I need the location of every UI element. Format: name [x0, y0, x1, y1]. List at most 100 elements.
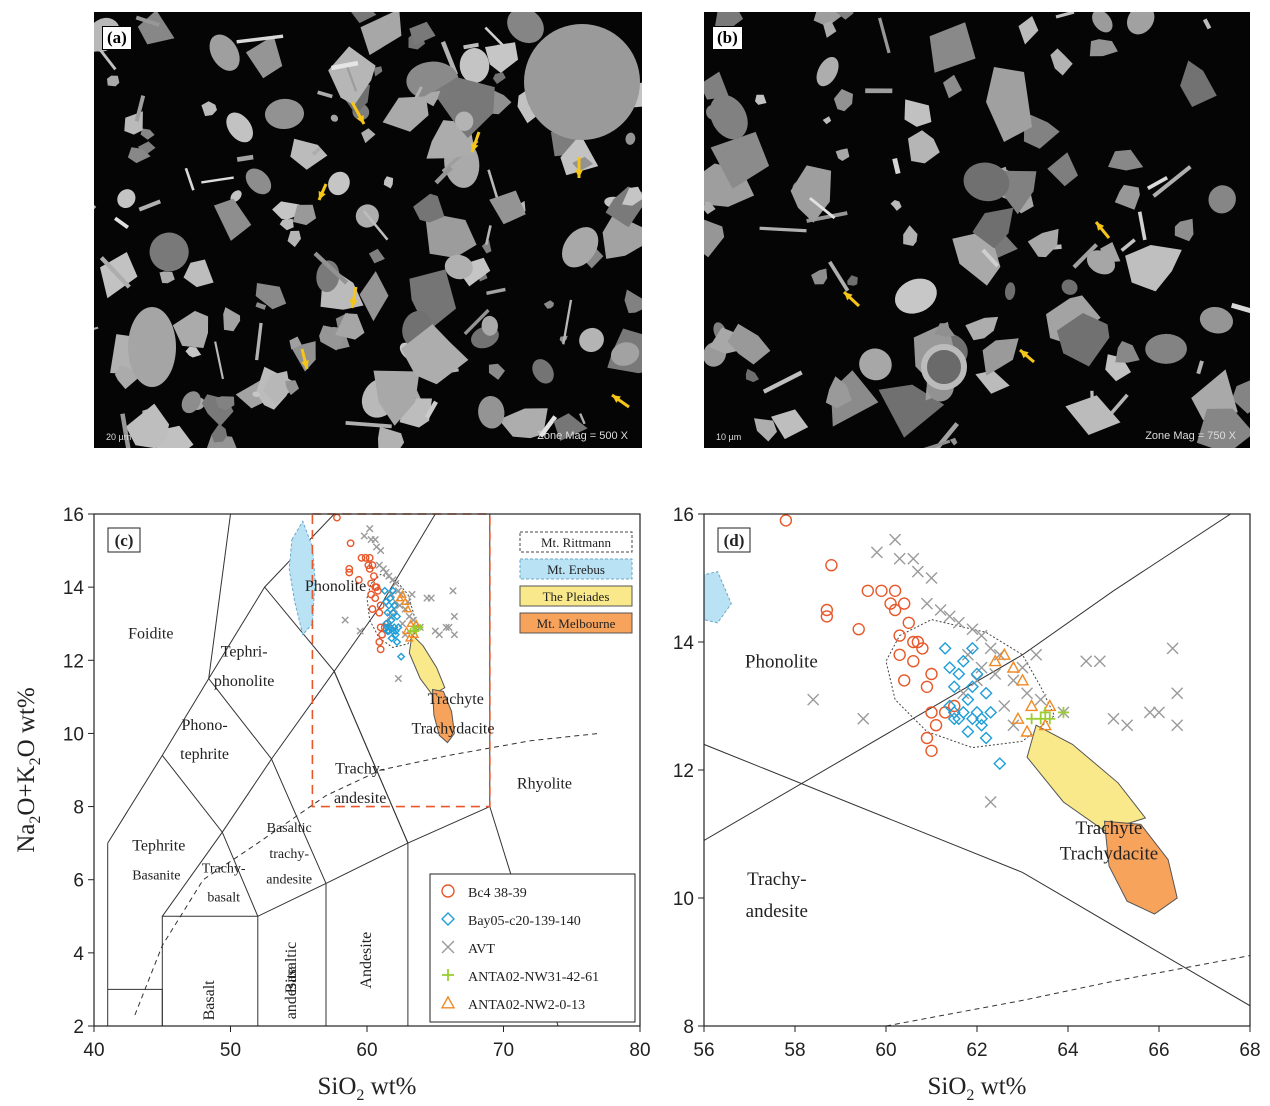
point-nw2 — [1006, 660, 1021, 673]
y-tick-label: 14 — [673, 633, 695, 654]
particle — [481, 315, 498, 336]
point-bc4 — [361, 553, 370, 562]
arrowhead — [1020, 350, 1029, 359]
point-avt — [450, 630, 459, 639]
region-legend-label: Mt. Rittmann — [541, 535, 612, 550]
point-nw2 — [1011, 711, 1025, 724]
point-avt — [989, 668, 1002, 680]
glass-shard — [943, 74, 963, 99]
field-label: basalt — [207, 891, 240, 906]
x-tick-label: 58 — [784, 1040, 805, 1061]
point-avt — [943, 610, 956, 623]
glass-shard — [481, 240, 492, 254]
glass-shard — [1100, 242, 1121, 263]
point-nw2 — [410, 630, 420, 638]
point-bay05 — [387, 634, 396, 643]
glass-shard — [335, 313, 365, 340]
glass-shard — [982, 338, 1019, 376]
x-stroke — [1007, 719, 1020, 732]
y-tick-label: 8 — [683, 1017, 694, 1038]
point-avt — [366, 524, 374, 533]
needle — [434, 165, 453, 185]
needle — [865, 88, 893, 94]
point-nw2 — [398, 589, 407, 598]
particle — [330, 114, 339, 122]
x-tick-label: 50 — [220, 1040, 241, 1061]
point-avt — [807, 693, 820, 706]
glass-shard — [183, 259, 214, 288]
x-stroke — [360, 532, 368, 540]
glass-shard — [413, 193, 445, 223]
glass-shard — [975, 370, 1010, 394]
x-stroke — [394, 674, 403, 683]
point-bc4 — [378, 630, 386, 639]
glass-shard — [952, 233, 1001, 286]
x-stroke — [989, 668, 1002, 680]
point-bc4 — [375, 638, 384, 646]
x-stroke — [1171, 687, 1184, 700]
x-stroke — [385, 572, 393, 580]
point-bay05 — [947, 712, 961, 726]
glass-shard — [1050, 48, 1073, 76]
x-stroke — [984, 642, 997, 655]
axes-frame — [703, 513, 1251, 1027]
needle — [184, 167, 195, 191]
needle — [346, 66, 358, 92]
point-avt — [441, 940, 455, 954]
glass-shard — [836, 12, 854, 20]
point-avt — [376, 546, 385, 555]
glass-shard — [1065, 395, 1121, 435]
point-bay05 — [441, 912, 455, 926]
region-pleiades — [1026, 724, 1147, 832]
point-avt — [952, 616, 965, 629]
x-stroke — [975, 661, 988, 674]
point-nw2 — [997, 647, 1011, 660]
point-avt — [1121, 719, 1134, 732]
point-bay05 — [970, 667, 984, 681]
glass-shard — [903, 225, 918, 246]
x-stroke — [920, 597, 933, 610]
point-bc4 — [376, 645, 385, 654]
glass-shard — [433, 77, 495, 138]
particle — [532, 359, 554, 384]
y-tick-label: 16 — [673, 505, 694, 526]
point-bc4 — [916, 642, 929, 655]
glass-shard — [1174, 218, 1194, 242]
x-stroke — [442, 623, 450, 632]
needle — [120, 413, 131, 448]
glass-shard — [125, 403, 170, 448]
field-label: phonolite — [214, 673, 274, 690]
glass-shard — [279, 218, 294, 231]
glass-shard — [223, 307, 241, 332]
needle — [1196, 360, 1204, 375]
x-stroke — [408, 590, 416, 599]
glass-shard — [602, 213, 642, 259]
point-avt — [1171, 719, 1184, 732]
point-avt — [1171, 687, 1184, 700]
needle — [317, 90, 333, 99]
panel-label-b: (b) — [712, 26, 743, 50]
needle — [99, 256, 131, 289]
field-label: trachy- — [269, 847, 309, 862]
field-label: andesite — [334, 790, 386, 807]
glass-shard — [159, 271, 175, 284]
x-stroke — [1143, 706, 1156, 719]
needle — [114, 216, 130, 229]
point-bay05 — [387, 615, 396, 625]
particle — [579, 327, 604, 352]
needle — [138, 199, 162, 212]
point-nw31 — [1044, 713, 1056, 725]
field-label: andesite — [266, 872, 312, 887]
point-bc4 — [346, 539, 355, 548]
point-bc4 — [907, 635, 920, 649]
glass-shard — [361, 128, 376, 144]
point-bc4 — [368, 561, 377, 570]
glass-shard — [424, 90, 441, 107]
needle — [463, 308, 490, 336]
glass-shard — [1191, 369, 1238, 421]
glass-shard — [373, 66, 383, 77]
alkaline-line — [134, 732, 600, 1016]
particle — [562, 227, 599, 268]
arrowhead — [844, 292, 853, 301]
particle — [625, 132, 636, 145]
